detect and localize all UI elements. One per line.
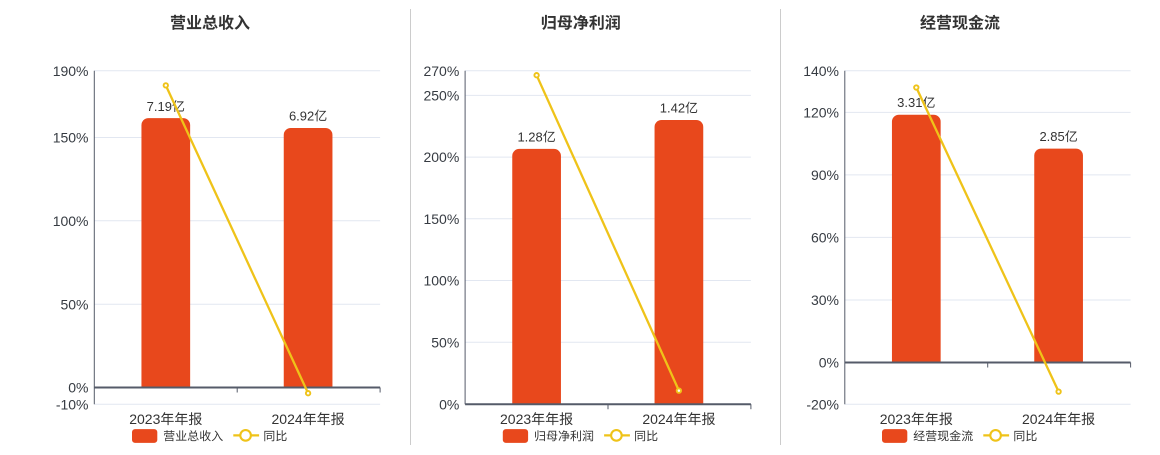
svg-text:190%: 190% [53,63,89,79]
svg-text:0%: 0% [819,355,839,371]
svg-text:200%: 200% [423,149,459,165]
svg-text:30%: 30% [811,292,839,308]
svg-text:2024: 2024 [272,411,303,427]
svg-text:7.19: 7.19 [147,99,172,114]
svg-text:150%: 150% [423,211,459,227]
svg-text:120%: 120% [803,105,839,121]
svg-text:60%: 60% [811,230,839,246]
svg-text:270%: 270% [423,63,459,79]
svg-text:150%: 150% [53,130,89,146]
svg-text:1.28: 1.28 [517,129,542,144]
svg-text:6.92: 6.92 [289,108,314,123]
svg-text:250%: 250% [423,88,459,104]
svg-text:2023: 2023 [129,411,160,427]
svg-text:90%: 90% [811,167,839,183]
svg-text:140%: 140% [803,63,839,79]
svg-text:100%: 100% [423,273,459,289]
svg-text:2023: 2023 [880,411,911,427]
svg-text:0%: 0% [68,380,88,396]
svg-text:1.42: 1.42 [660,101,685,116]
svg-text:50%: 50% [60,296,88,312]
svg-text:2023: 2023 [500,411,531,427]
svg-text:0%: 0% [439,396,459,412]
svg-text:-20%: -20% [806,396,839,412]
svg-text:2.85: 2.85 [1039,129,1064,144]
svg-text:2024: 2024 [642,411,673,427]
svg-text:-10%: -10% [56,396,89,412]
svg-text:50%: 50% [431,334,459,350]
svg-text:3.31: 3.31 [897,95,922,110]
svg-text:100%: 100% [53,213,89,229]
svg-text:2024: 2024 [1022,411,1053,427]
